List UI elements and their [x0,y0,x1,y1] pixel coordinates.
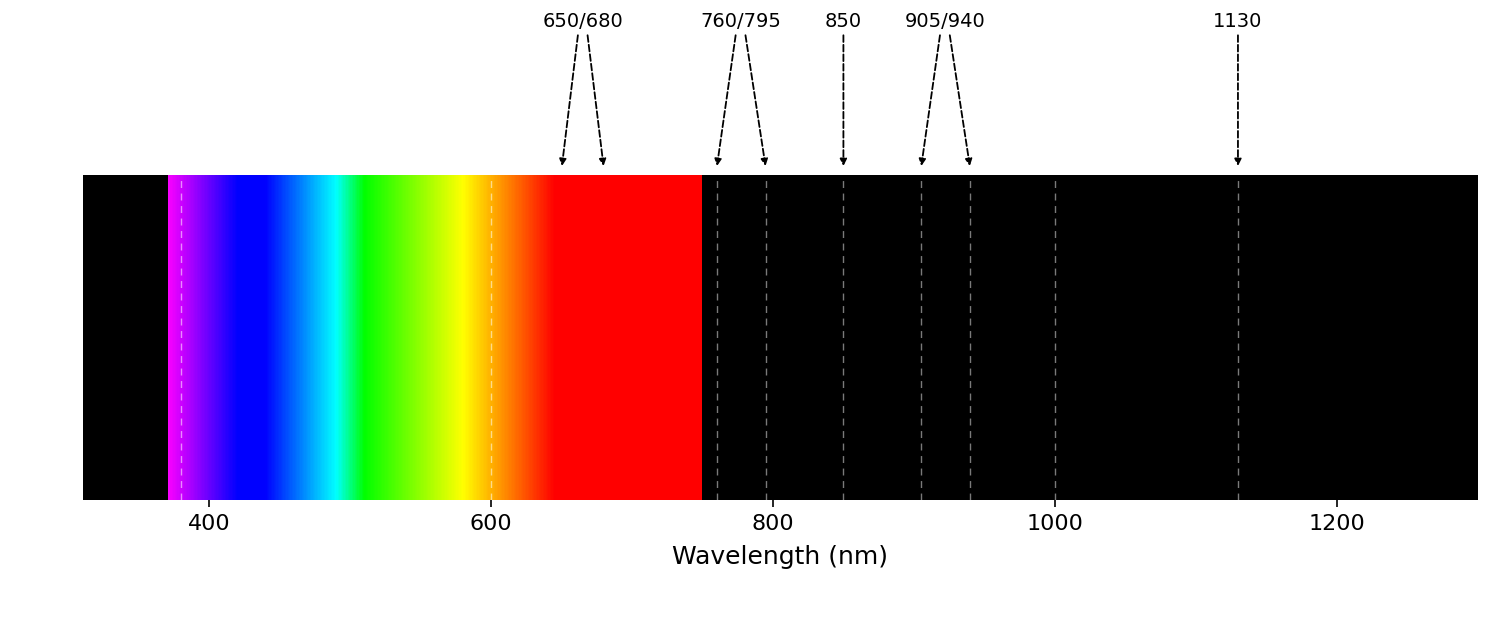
X-axis label: Wavelength (nm): Wavelength (nm) [672,545,888,569]
Text: 650/680: 650/680 [543,12,622,31]
Text: 760/795: 760/795 [700,12,782,31]
Text: 905/940: 905/940 [904,12,986,31]
Text: 850: 850 [825,12,862,31]
Text: 1130: 1130 [1214,12,1263,31]
